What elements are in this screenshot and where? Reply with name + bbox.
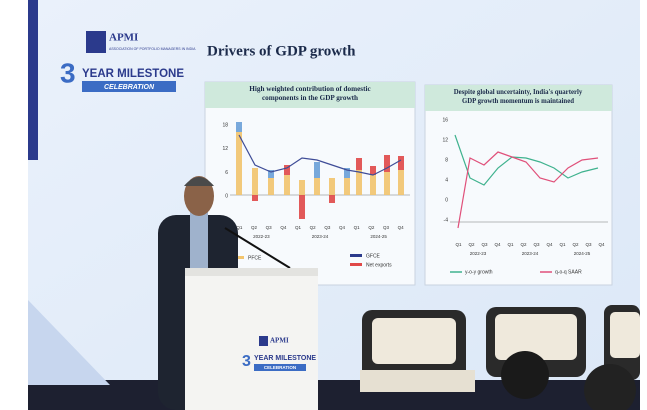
logo-number: 3 bbox=[60, 57, 76, 88]
slide-title: Drivers of GDP growth bbox=[207, 43, 356, 59]
legend-label: Net exports bbox=[366, 262, 392, 268]
legend-label: GFCE bbox=[366, 253, 381, 259]
chair-seat bbox=[360, 370, 475, 392]
legend-swatch bbox=[350, 254, 362, 257]
legend-swatch bbox=[350, 263, 362, 266]
x-group-label: 2023-24 bbox=[522, 251, 539, 256]
logo-milestone: YEAR MILESTONE bbox=[254, 355, 316, 362]
logo-name: APMI bbox=[270, 337, 289, 345]
x-tick-label: Q1 bbox=[455, 242, 462, 247]
y-tick-label: 18 bbox=[222, 122, 228, 128]
y-tick-label: 0 bbox=[445, 197, 448, 203]
speaker-shirt bbox=[190, 212, 208, 272]
x-tick-label: Q2 bbox=[468, 242, 475, 247]
x-tick-label: Q4 bbox=[546, 242, 553, 247]
x-tick-label: Q1 bbox=[507, 242, 514, 247]
y-tick-label: 6 bbox=[225, 170, 228, 176]
x-group-label: 2022-23 bbox=[470, 251, 487, 256]
chair-cushion bbox=[495, 314, 577, 360]
floor bbox=[28, 380, 640, 410]
x-tick-label: Q3 bbox=[533, 242, 540, 247]
scene: APMI ASSOCIATION OF PORTFOLIO MANAGERS I… bbox=[0, 0, 647, 410]
x-tick-label: Q2 bbox=[520, 242, 527, 247]
x-group-label: 2024-25 bbox=[370, 234, 387, 239]
x-tick-label: Q4 bbox=[398, 225, 405, 230]
right-panel: Despite global uncertainty, India's quar… bbox=[425, 85, 612, 285]
x-tick-label: Q2 bbox=[572, 242, 579, 247]
x-tick-label: Q1 bbox=[354, 225, 361, 230]
logo-tag: CELEBRATION bbox=[104, 84, 155, 91]
x-group-label: 2022-23 bbox=[253, 234, 270, 239]
chair-cushion bbox=[610, 312, 640, 358]
legend-label: y-o-y growth bbox=[465, 269, 493, 275]
y-tick-label: 8 bbox=[445, 157, 448, 163]
x-tick-label: Q2 bbox=[251, 225, 258, 230]
audience-head bbox=[501, 351, 549, 399]
logo-icon bbox=[259, 336, 268, 346]
x-tick-label: Q4 bbox=[494, 242, 501, 247]
x-group-label: 2023-24 bbox=[312, 234, 329, 239]
y-tick-label: -4 bbox=[444, 217, 449, 223]
logo-tag: CELEBRATION bbox=[264, 365, 296, 370]
x-tick-label: Q1 bbox=[295, 225, 302, 230]
x-tick-label: Q3 bbox=[383, 225, 390, 230]
chair-cushion bbox=[372, 318, 456, 364]
x-tick-label: Q4 bbox=[339, 225, 346, 230]
podium-top bbox=[185, 268, 318, 276]
y-tick-label: 16 bbox=[442, 117, 448, 123]
x-tick-label: Q4 bbox=[280, 225, 287, 230]
x-tick-label: Q4 bbox=[598, 242, 605, 247]
x-tick-label: Q2 bbox=[368, 225, 375, 230]
logo-milestone: YEAR MILESTONE bbox=[82, 68, 184, 80]
legend-label: PFCE bbox=[248, 255, 262, 261]
screen-edge bbox=[28, 0, 38, 160]
x-group-label: 2024-25 bbox=[574, 251, 591, 256]
x-tick-label: Q3 bbox=[324, 225, 331, 230]
logo-icon bbox=[86, 31, 106, 53]
x-tick-label: Q1 bbox=[559, 242, 566, 247]
x-tick-label: Q2 bbox=[310, 225, 317, 230]
logo-subtitle: ASSOCIATION OF PORTFOLIO MANAGERS IN IND… bbox=[109, 47, 196, 51]
podium-body bbox=[185, 268, 318, 410]
logo-number: 3 bbox=[242, 353, 251, 370]
x-tick-label: Q3 bbox=[481, 242, 488, 247]
y-tick-label: 4 bbox=[445, 177, 448, 183]
x-tick-label: Q3 bbox=[266, 225, 273, 230]
x-tick-label: Q3 bbox=[585, 242, 592, 247]
y-tick-label: 12 bbox=[442, 137, 448, 143]
legend-label: q-o-q SAAR bbox=[555, 269, 582, 275]
logo-name: APMI bbox=[109, 32, 138, 44]
podium: APMI 3 YEAR MILESTONE CELEBRATION bbox=[185, 268, 318, 410]
y-tick-label: 0 bbox=[225, 194, 228, 200]
y-tick-label: 12 bbox=[222, 146, 228, 152]
